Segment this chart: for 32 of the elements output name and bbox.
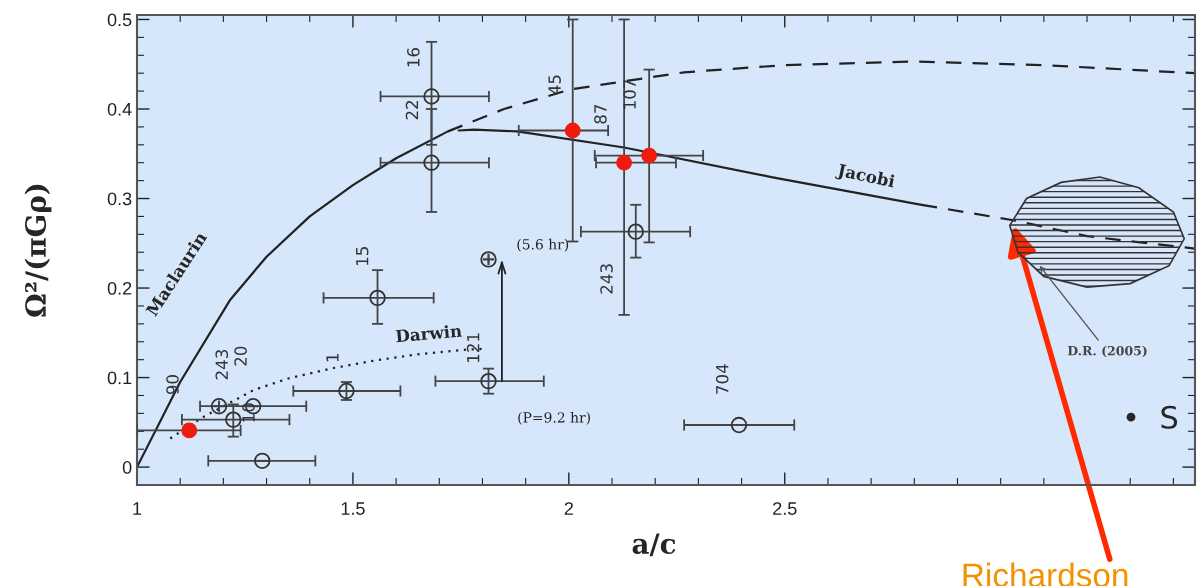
x-tick-label: 2	[564, 502, 573, 515]
annotation: 243	[600, 264, 613, 294]
annotation: 107	[623, 79, 636, 109]
x-tick-label: 1.5	[341, 502, 365, 515]
annotation: 243	[215, 349, 229, 380]
annotation: D.R. (2005)	[1067, 345, 1147, 358]
y-tick-label: 0.2	[107, 281, 132, 295]
annotation: 1	[326, 353, 339, 362]
annotation: 45	[548, 75, 561, 95]
y-tick-label: 0.5	[107, 13, 132, 27]
series-label: Darwin	[395, 323, 463, 343]
annotation: 16	[407, 48, 420, 67]
x-tick-label: 2.5	[773, 502, 797, 515]
annotation: • S	[1126, 405, 1178, 429]
annotation: 20	[234, 346, 247, 366]
y-axis-title: Ω²/(πGρ)	[24, 184, 52, 317]
y-tick-label: 0.1	[107, 371, 132, 385]
y-tick-label: 0.4	[107, 102, 132, 116]
x-tick-label: 1	[133, 502, 142, 515]
annotation: (5.6 hr)	[517, 238, 569, 252]
annotation: 87	[594, 104, 607, 124]
y-tick-label: 0.3	[107, 192, 132, 206]
annotation: 121	[466, 333, 480, 362]
annotation: 704	[715, 364, 729, 394]
annotation: 22	[405, 101, 419, 120]
annotation: 90	[166, 375, 179, 395]
annotation: 15	[356, 247, 369, 265]
annotation: 10	[242, 403, 255, 422]
text: Jacobi	[834, 162, 896, 191]
annotation: (P=9.2 hr)	[518, 411, 590, 425]
x-axis-title: a/c	[632, 533, 676, 557]
y-tick-label: 0	[122, 461, 132, 474]
